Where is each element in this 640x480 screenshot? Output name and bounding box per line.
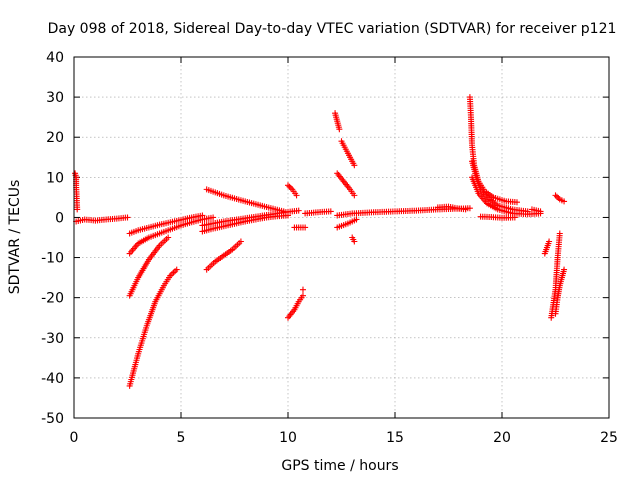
data-point <box>165 234 172 241</box>
data-markers <box>72 94 568 389</box>
marker-track <box>73 214 131 225</box>
marker-fill <box>287 185 294 192</box>
marker-track <box>199 212 291 235</box>
data-point <box>466 205 473 212</box>
data-point <box>351 192 358 199</box>
marker-track <box>349 234 358 245</box>
data-point <box>327 208 334 215</box>
marker-fill <box>555 195 562 202</box>
data-point <box>237 238 244 245</box>
data-point <box>561 266 568 273</box>
x-tick-label: 10 <box>279 430 297 446</box>
y-tick-label: -10 <box>41 251 64 267</box>
marker-track <box>203 238 244 273</box>
marker-track <box>334 170 358 199</box>
data-point <box>210 214 217 221</box>
marker-track <box>334 216 360 231</box>
marker-track <box>332 110 343 133</box>
data-point <box>537 208 544 215</box>
marker-track <box>552 266 568 317</box>
marker-track <box>469 174 544 218</box>
y-tick-label: 40 <box>46 50 64 66</box>
x-tick-label: 5 <box>177 430 186 446</box>
marker-fill <box>286 183 293 190</box>
marker-track <box>528 206 544 215</box>
data-point <box>336 126 343 133</box>
marker-track <box>299 286 306 293</box>
marker-track <box>291 224 309 231</box>
data-point <box>511 214 518 221</box>
marker-track <box>126 214 217 257</box>
data-point <box>556 230 563 237</box>
marker-track <box>126 212 206 237</box>
x-tick-label: 25 <box>600 430 618 446</box>
y-axis-label: SDTVAR / TECUs <box>7 180 23 295</box>
y-tick-label: -30 <box>41 331 64 347</box>
y-tick-label: 20 <box>46 130 64 146</box>
data-point <box>299 286 306 293</box>
y-tick-label: 10 <box>46 170 64 186</box>
marker-fill <box>553 193 560 200</box>
data-point <box>173 266 180 273</box>
marker-track <box>285 292 306 321</box>
data-point <box>552 192 559 199</box>
y-tick-label: -50 <box>41 411 64 427</box>
marker-track <box>552 192 568 205</box>
x-tick-label: 20 <box>493 430 511 446</box>
marker-track <box>302 208 334 217</box>
marker-track <box>469 158 531 215</box>
data-point <box>280 208 287 215</box>
marker-track <box>434 203 469 213</box>
grid <box>74 57 609 418</box>
data-point <box>74 206 81 213</box>
marker-track <box>338 138 358 169</box>
y-tick-label: 0 <box>55 210 64 226</box>
plot-frame <box>73 56 610 419</box>
data-point <box>293 192 300 199</box>
marker-track <box>126 266 180 389</box>
data-point <box>353 216 360 223</box>
marker-track <box>126 234 172 299</box>
marker-track <box>477 213 518 221</box>
data-point <box>546 238 553 245</box>
data-point <box>124 214 131 221</box>
x-tick-label: 0 <box>70 430 79 446</box>
axis-ticks: 0 5 10 15 20 25 -50 -40 -30 -20 -10 0 10 20 30 40 <box>41 50 618 446</box>
marker-track <box>203 186 287 215</box>
data-point <box>285 182 291 189</box>
data-point <box>302 224 309 231</box>
data-point <box>295 207 302 214</box>
y-tick-label: -20 <box>41 291 64 307</box>
marker-track <box>285 182 300 199</box>
marker-track <box>334 205 473 219</box>
marker-track <box>72 170 81 213</box>
data-point <box>513 199 520 206</box>
data-point <box>299 292 306 299</box>
marker-track <box>466 94 520 206</box>
marker-track <box>548 230 563 321</box>
data-point <box>351 162 358 169</box>
y-tick-label: -40 <box>41 371 64 387</box>
data-point <box>351 238 358 245</box>
marker-track <box>541 238 553 257</box>
data-point <box>462 206 469 213</box>
data-point <box>561 198 568 205</box>
x-axis-label: GPS time / hours <box>281 458 398 474</box>
x-tick-label: 15 <box>386 430 404 446</box>
chart-title: Day 098 of 2018, Sidereal Day-to-day VTE… <box>48 21 617 37</box>
y-tick-label: 30 <box>46 90 64 106</box>
data-point <box>285 212 291 219</box>
